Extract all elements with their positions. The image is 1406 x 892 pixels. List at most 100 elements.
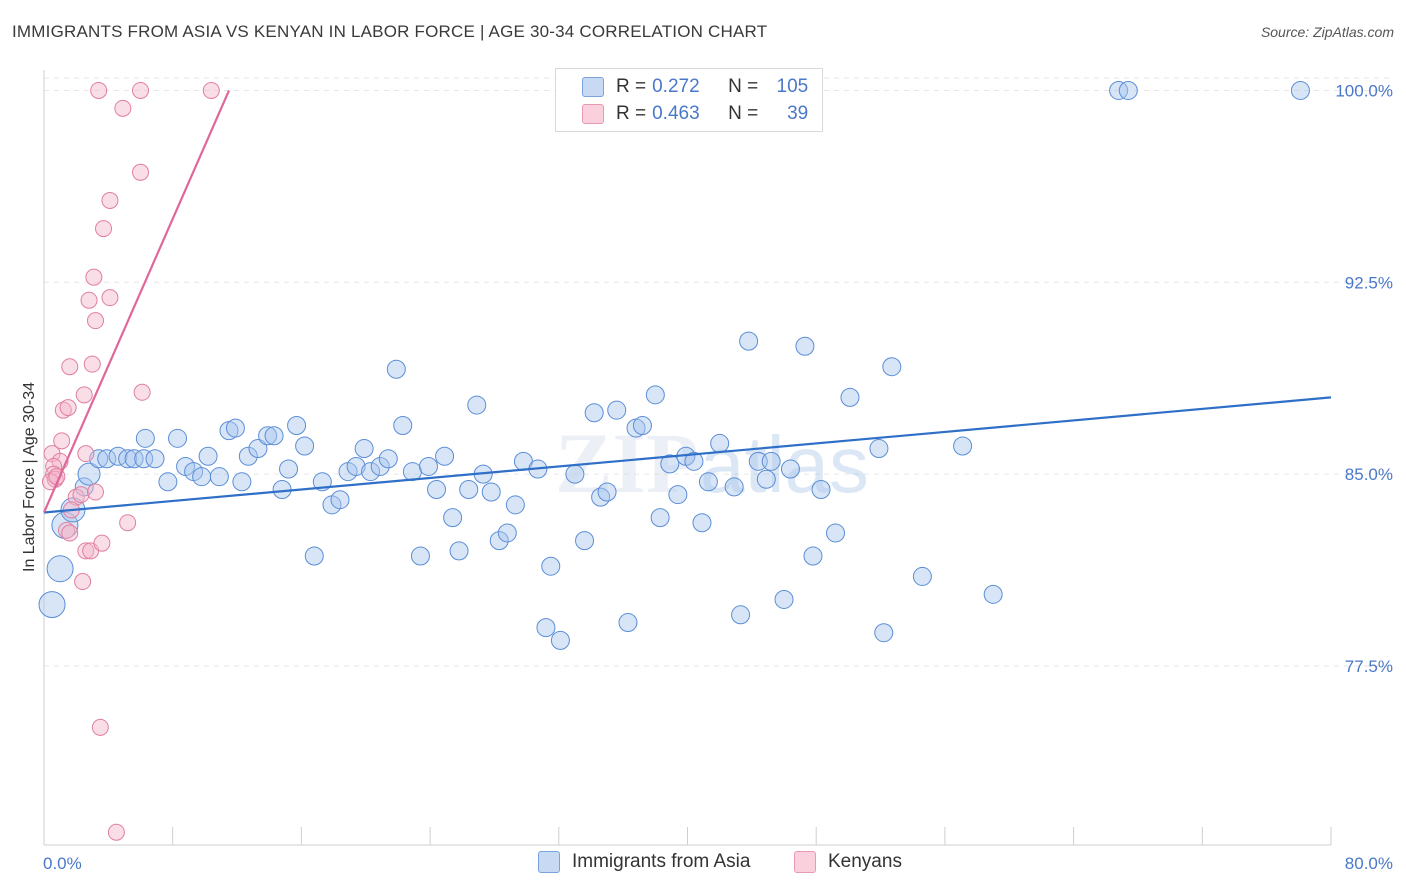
data-point-asia [124,449,144,469]
data-point-asia [330,490,350,510]
data-point-asia [724,477,744,497]
data-point-asia [541,556,561,576]
series-legend: Immigrants from Asia Kenyans [0,851,1406,879]
data-point-asia [869,439,889,459]
chart-title: IMMIGRANTS FROM ASIA VS KENYAN IN LABOR … [12,22,768,41]
y-tick-label: 92.5% [1345,273,1393,292]
tick-labels: 77.5% 85.0% 92.5% 100.0% 0.0% 80.0% [43,81,1393,873]
data-point-asia [77,462,101,486]
data-point-asia [435,446,455,466]
data-point-asia [427,479,447,499]
data-point-asia [295,436,315,456]
legend-label-asia: Immigrants from Asia [572,851,751,872]
data-point-asia [618,612,638,632]
data-point-asia [1109,80,1129,100]
data-point-asia [272,479,292,499]
correlation-legend: R = 0.272 N = 105 R = 0.463 N = 39 [555,68,823,132]
data-point-kenyans [83,355,101,373]
y-axis-label: In Labor Force | Age 30-34 [21,382,38,572]
data-point-asia [840,387,860,407]
data-point-asia [489,531,509,551]
data-point-asia [660,454,680,474]
data-point-asia [505,495,525,515]
data-point-asia [826,523,846,543]
data-point-asia [225,418,245,438]
data-point-asia [536,618,556,638]
data-point-asia [279,459,299,479]
data-point-asia [650,508,670,528]
data-point-asia [304,546,324,566]
data-point-kenyans [77,445,95,463]
legend-r-value: 0.463 [652,103,700,124]
data-point-asia [209,467,229,487]
data-point-asia [698,472,718,492]
data-point-asia [774,589,794,609]
data-point-kenyans [61,524,79,542]
data-point-asia [597,482,617,502]
legend-swatch-asia [538,851,560,873]
data-point-kenyans [74,573,92,591]
data-point-asia [118,449,138,469]
data-point-kenyans [53,432,71,450]
data-point-kenyans [86,483,104,501]
data-point-asia [443,508,463,528]
legend-item-kenyans[interactable]: Kenyans [794,851,902,873]
data-point-kenyans [101,289,119,307]
legend-r-label: R = [616,103,647,124]
data-point-asia [731,605,751,625]
data-point-asia [684,451,704,471]
legend-n-value: 105 [776,76,809,97]
legend-label-kenyans: Kenyans [828,851,902,872]
data-point-kenyans [101,191,119,209]
data-point-asia [145,449,165,469]
trend-line-asia [43,396,1332,514]
data-point-kenyans [72,486,90,504]
legend-swatch-kenyans [794,851,816,873]
axes [43,70,1332,846]
data-point-asia [912,566,932,586]
data-point-asia [739,331,759,351]
data-point-kenyans [85,268,103,286]
data-point-asia [370,456,390,476]
x-tick-label: 0.0% [43,854,82,873]
data-point-asia [761,451,781,471]
data-point-asia [97,449,117,469]
data-point-asia [748,451,768,471]
data-point-asia [361,462,381,482]
data-point-asia [386,359,406,379]
data-point-asia [449,541,469,561]
legend-n-label: N = [728,103,759,124]
data-point-asia [258,426,278,446]
data-point-asia [135,428,155,448]
data-point-asia [418,456,438,476]
data-point-kenyans [80,291,98,309]
data-point-asia [346,456,366,476]
data-point-kenyans [93,534,111,552]
data-point-asia [481,482,501,502]
data-point-asia [607,400,627,420]
zipatlas-watermark: ZIP atlas [555,415,869,511]
data-point-kenyans [61,358,79,376]
gridlines [44,77,1391,667]
data-point-kenyans [77,542,95,560]
x-tick-label: 80.0% [1345,854,1393,873]
data-point-asia [264,426,284,446]
legend-item-asia[interactable]: Immigrants from Asia [538,851,750,873]
y-tick-label: 85.0% [1345,465,1393,484]
data-point-asia [134,449,154,469]
data-point-asia [497,523,517,543]
data-point-kenyans [54,401,72,419]
data-point-kenyans [75,386,93,404]
legend-swatch-asia [582,77,604,97]
data-point-asia [882,357,902,377]
source-label: Source: ZipAtlas.com [1260,24,1394,40]
legend-r-label: R = [616,76,647,97]
legend-row-asia: R = 0.272 N = 105 [582,74,808,100]
data-point-kenyans [59,399,77,417]
legend-r-value: 0.272 [652,76,700,97]
data-point-asia [803,546,823,566]
data-point-asia [248,439,268,459]
data-point-kenyans [91,718,109,736]
data-point-asia [402,462,422,482]
data-point-kenyans [107,823,125,841]
